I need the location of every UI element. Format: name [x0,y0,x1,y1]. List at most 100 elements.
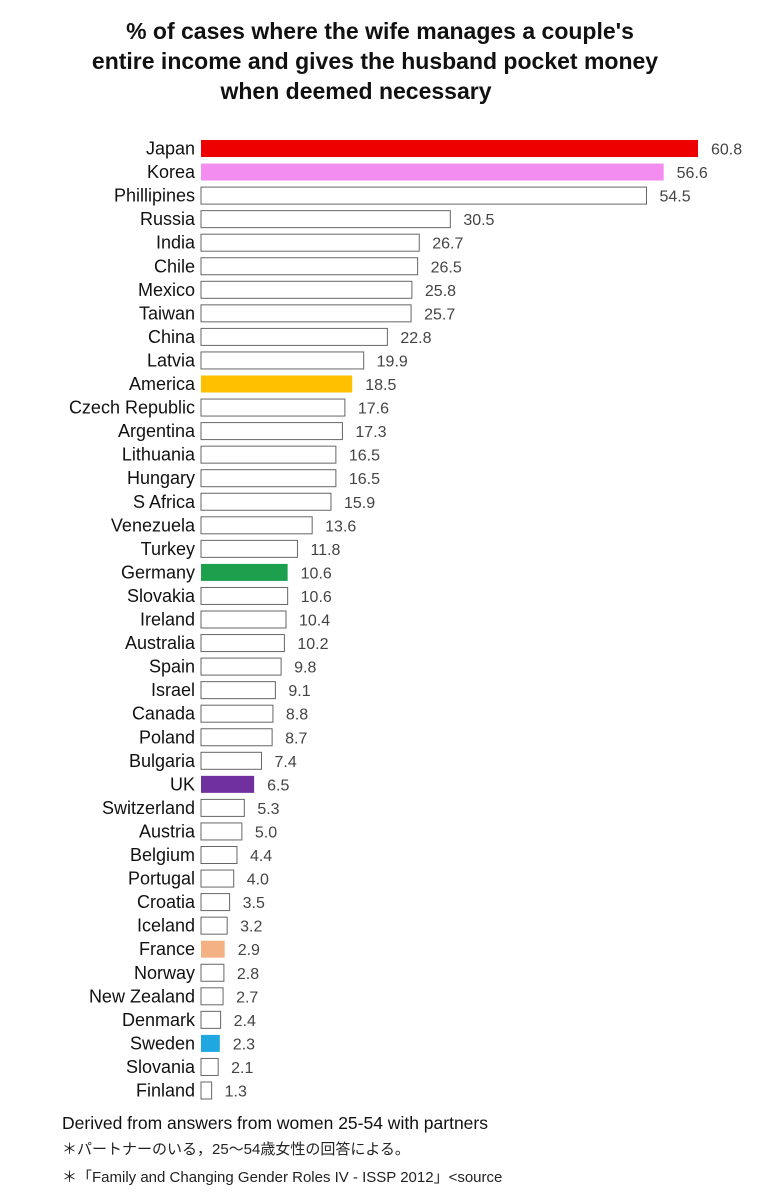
category-label-china: China [148,327,196,347]
value-label-korea: 56.6 [677,165,708,182]
bar-switzerland [200,798,245,817]
category-label-turkey: Turkey [141,539,195,559]
bar-croatia [200,893,231,912]
bar-finland [200,1081,213,1100]
category-label-japan: Japan [146,139,195,159]
category-label-lithuania: Lithuania [122,445,196,465]
category-label-s-africa: S Africa [133,492,196,512]
value-label-new-zealand: 2.7 [236,989,258,1006]
bar-venezuela [200,516,313,535]
category-label-sweden: Sweden [130,1033,195,1053]
bar-russia [200,210,451,229]
value-label-czech-republic: 17.6 [358,401,389,418]
chart-title: % of cases where the wife manages a coup… [0,16,760,106]
value-label-switzerland: 5.3 [257,801,279,818]
value-label-norway: 2.8 [237,966,259,983]
bar-sweden [201,1034,220,1052]
title-line-3: when deemed necessary [220,78,492,104]
value-label-germany: 10.6 [301,565,332,582]
category-label-croatia: Croatia [137,892,196,912]
bar-belgium [200,846,238,864]
value-label-taiwan: 25.7 [424,306,455,323]
bar-taiwan [200,304,412,323]
category-label-norway: Norway [134,963,195,983]
bar-new-zealand [200,987,224,1006]
category-label-america: America [129,374,196,394]
value-label-denmark: 2.4 [234,1013,256,1030]
category-label-israel: Israel [151,680,195,700]
bar-poland [200,728,273,747]
value-label-argentina: 17.3 [355,424,386,441]
value-label-india: 26.7 [432,236,463,253]
footnote-source: ＊「Family and Changing Gender Roles IV - … [62,1169,503,1186]
bar-denmark [200,1010,222,1029]
title-line-1: % of cases where the wife manages a coup… [126,18,634,44]
category-label-switzerland: Switzerland [102,798,195,818]
category-label-slovania: Slovania [126,1057,196,1077]
bar-mexico [200,280,413,299]
category-label-mexico: Mexico [138,280,195,300]
bar-japan [201,140,698,157]
bar-latvia [200,351,365,370]
bar-turkey [200,539,298,558]
bar-lithuania [200,445,337,464]
category-label-taiwan: Taiwan [139,303,195,323]
value-label-chile: 26.5 [431,259,462,276]
value-label-france: 2.9 [238,942,260,959]
value-label-israel: 9.1 [288,683,310,700]
category-label-korea: Korea [147,162,196,182]
bar-ireland [200,610,287,629]
category-label-canada: Canada [132,704,196,724]
category-label-india: India [156,233,196,253]
bar-norway [200,963,225,982]
value-label-china: 22.8 [400,330,431,347]
value-label-iceland: 3.2 [240,919,262,936]
category-label-belgium: Belgium [130,845,195,865]
bar-hungary [200,469,337,488]
value-label-sweden: 2.3 [233,1036,255,1053]
category-label-ireland: Ireland [140,610,195,630]
category-label-bulgaria: Bulgaria [129,751,196,771]
value-label-s-africa: 15.9 [344,495,375,512]
value-label-austria: 5.0 [255,824,277,841]
bar-germany [201,563,288,581]
bar-france [201,940,225,958]
category-label-iceland: Iceland [137,916,195,936]
bar-bulgaria [200,751,262,770]
bar-chart: Japan 60.8 Korea 56.6 Phillipines 54.5 Russia 3… [69,139,742,1101]
bar-india [200,233,420,252]
category-label-france: France [139,939,195,959]
value-label-russia: 30.5 [463,212,494,229]
value-label-croatia: 3.5 [243,895,265,912]
bar-israel [200,681,276,700]
bar-argentina [200,422,343,441]
category-label-slovakia: Slovakia [127,586,196,606]
bar-phillipines [200,186,648,205]
bar-slovakia [200,586,289,605]
value-label-japan: 60.8 [711,142,742,159]
value-label-portugal: 4.0 [247,872,269,889]
footnote-derived: Derived from answers from women 25-54 wi… [62,1113,488,1133]
category-label-new-zealand: New Zealand [89,986,195,1006]
category-label-argentina: Argentina [118,421,196,441]
bar-china [200,327,388,346]
title-line-2: entire income and gives the husband pock… [91,48,659,74]
category-label-finland: Finland [136,1081,195,1101]
value-label-slovakia: 10.6 [301,589,332,606]
bar-austria [200,822,243,841]
category-label-hungary: Hungary [127,468,195,488]
category-label-poland: Poland [139,727,195,747]
value-label-finland: 1.3 [225,1084,247,1101]
category-label-spain: Spain [149,657,195,677]
value-label-phillipines: 54.5 [660,189,691,206]
value-label-bulgaria: 7.4 [274,754,296,771]
category-label-venezuela: Venezuela [111,515,196,535]
category-label-latvia: Latvia [147,350,196,370]
category-label-australia: Australia [125,633,196,653]
value-label-turkey: 11.8 [310,542,340,559]
category-label-czech-republic: Czech Republic [69,398,195,418]
value-label-uk: 6.5 [267,777,289,794]
category-label-denmark: Denmark [122,1010,196,1030]
footnote-japanese: ＊パートナーのいる，25～54歳女性の回答による。 [62,1141,410,1158]
bar-australia [200,634,285,653]
